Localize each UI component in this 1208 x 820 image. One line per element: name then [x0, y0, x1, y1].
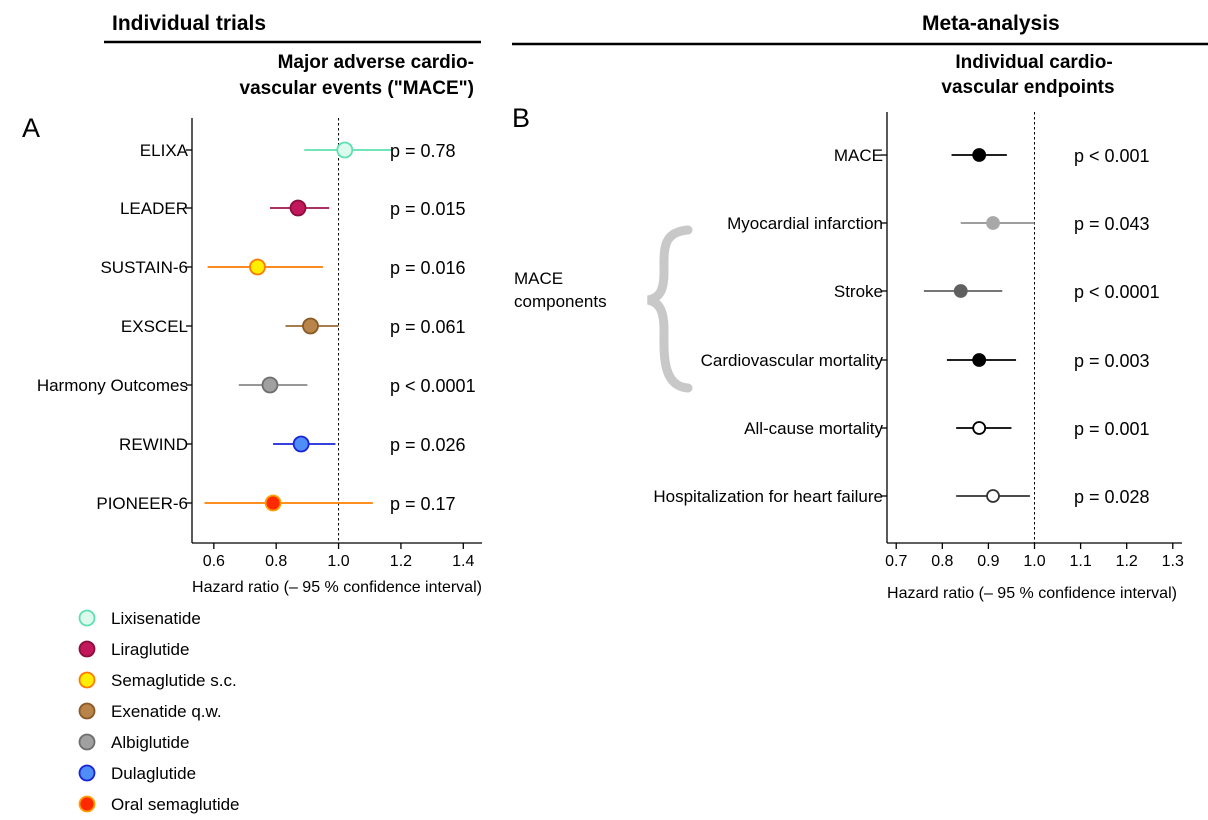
- trial-x-tick-label: 1.2: [390, 553, 412, 570]
- right-subtitle-line-1: Individual cardio-: [955, 52, 1112, 73]
- legend-label-exenatide-q-w: Exenatide q.w.: [111, 702, 222, 721]
- endpoint-x-tick-label: 1.3: [1162, 553, 1184, 570]
- endpoint-x-tick-label: 1.1: [1069, 553, 1091, 570]
- left-section-title: Individual trials: [112, 12, 266, 35]
- trial-label-pioneer-6: PIONEER-6: [96, 494, 188, 513]
- mace-components-brace: [646, 225, 693, 393]
- trial-point-exscel: [302, 317, 319, 335]
- trial-p-value-exscel: p = 0.061: [390, 317, 466, 337]
- trial-label-exscel: EXSCEL: [121, 317, 188, 336]
- endpoint-p-value-all-cause-mortality: p = 0.001: [1074, 419, 1150, 439]
- right-x-axis-title: Hazard ratio (– 95 % confidence interval…: [887, 585, 1177, 602]
- endpoint-p-value-cardiovascular-mortality: p = 0.003: [1074, 351, 1150, 371]
- endpoint-p-value-mace: p < 0.001: [1074, 146, 1150, 166]
- legend-label-semaglutide-s-c: Semaglutide s.c.: [111, 671, 237, 690]
- legend-marker-liraglutide: [78, 640, 96, 658]
- trial-p-value-sustain-6: p = 0.016: [390, 258, 466, 278]
- legend-label-lixisenatide: Lixisenatide: [111, 609, 201, 628]
- legend-marker-lixisenatide: [78, 609, 96, 627]
- brace-label-line-2: components: [514, 292, 607, 311]
- trial-x-tick-label: 1.4: [452, 553, 474, 570]
- trial-point-rewind: [292, 435, 310, 453]
- endpoint-point-stroke: [953, 284, 968, 298]
- panel-label-a: A: [22, 113, 40, 143]
- endpoint-label-hospitalization-for-heart-failure: Hospitalization for heart failure: [653, 487, 883, 506]
- trial-point-elixa: [336, 141, 354, 159]
- endpoint-x-tick-label: 0.9: [977, 553, 999, 570]
- left-subtitle-line-1: Major adverse cardio-: [278, 52, 474, 73]
- trial-label-leader: LEADER: [120, 199, 188, 218]
- trial-p-value-pioneer-6: p = 0.17: [390, 494, 456, 514]
- trial-point-harmony-outcomes: [261, 376, 279, 394]
- brace-label-line-1: MACE: [514, 269, 563, 288]
- forest-plot-individual-trials: 0.6 0.8 1.0 1.2 1.4 ELIXA p = 0.78 LEADER p = 0.…: [37, 118, 482, 570]
- endpoint-label-all-cause-mortality: All-cause mortality: [744, 419, 883, 438]
- legend-label-dulaglutide: Dulaglutide: [111, 764, 196, 783]
- endpoint-point-mace: [972, 148, 987, 162]
- legend-marker-dulaglutide: [78, 764, 96, 782]
- endpoint-point-all-cause-mortality: [972, 421, 987, 435]
- endpoint-label-cardiovascular-mortality: Cardiovascular mortality: [701, 351, 884, 370]
- endpoint-x-tick-label: 1.2: [1116, 553, 1138, 570]
- trial-p-value-rewind: p = 0.026: [390, 435, 466, 455]
- endpoint-label-stroke: Stroke: [834, 282, 883, 301]
- legend-label-liraglutide: Liraglutide: [111, 640, 189, 659]
- endpoint-label-myocardial-infarction: Myocardial infarction: [727, 214, 883, 233]
- endpoint-p-value-stroke: p < 0.0001: [1074, 282, 1160, 302]
- trial-label-elixa: ELIXA: [140, 141, 189, 160]
- trial-label-rewind: REWIND: [119, 435, 188, 454]
- panel-label-b: B: [512, 103, 530, 133]
- forest-plot-meta-analysis: 0.7 0.8 0.9 1.0 1.1 1.2 1.3 MACE p < 0.001 Myocar…: [653, 112, 1184, 570]
- endpoint-p-value-hospitalization-for-heart-failure: p = 0.028: [1074, 487, 1150, 507]
- trial-point-sustain-6: [249, 258, 266, 276]
- legend-marker-oral-semaglutide: [78, 795, 96, 813]
- trial-label-harmony-outcomes: Harmony Outcomes: [37, 376, 188, 395]
- trial-point-pioneer-6: [264, 494, 282, 512]
- endpoint-x-tick-label: 0.7: [885, 553, 907, 570]
- trial-p-value-elixa: p = 0.78: [390, 141, 456, 161]
- legend-label-albiglutide: Albiglutide: [111, 733, 189, 752]
- endpoint-point-myocardial-infarction: [986, 216, 1000, 230]
- trial-x-tick-label: 0.8: [265, 553, 287, 570]
- trial-point-leader: [289, 199, 307, 217]
- endpoint-x-tick-label: 1.0: [1023, 553, 1045, 570]
- endpoint-point-cardiovascular-mortality: [972, 353, 987, 367]
- legend-label-oral-semaglutide: Oral semaglutide: [111, 795, 240, 814]
- legend-marker-semaglutide-s-c: [78, 671, 96, 689]
- legend-marker-albiglutide: [78, 733, 96, 751]
- left-subtitle-line-2: vascular events ("MACE"): [240, 78, 475, 99]
- trial-p-value-leader: p = 0.015: [390, 199, 466, 219]
- right-section-title: Meta-analysis: [922, 12, 1060, 35]
- legend: Lixisenatide Liraglutide Semaglutide s.c. E…: [78, 609, 240, 814]
- legend-marker-exenatide-q-w: [78, 702, 96, 720]
- endpoint-point-hospitalization-for-heart-failure: [986, 489, 1000, 503]
- endpoint-x-tick-label: 0.8: [931, 553, 953, 570]
- trial-x-tick-label: 0.6: [203, 553, 225, 570]
- right-subtitle-line-2: vascular endpoints: [941, 77, 1114, 98]
- trial-x-tick-label: 1.0: [327, 553, 349, 570]
- endpoint-label-mace: MACE: [834, 146, 883, 165]
- endpoint-p-value-myocardial-infarction: p = 0.043: [1074, 214, 1150, 234]
- trial-label-sustain-6: SUSTAIN-6: [100, 258, 188, 277]
- left-x-axis-title: Hazard ratio (– 95 % confidence interval…: [192, 579, 482, 596]
- trial-p-value-harmony-outcomes: p < 0.0001: [390, 376, 476, 396]
